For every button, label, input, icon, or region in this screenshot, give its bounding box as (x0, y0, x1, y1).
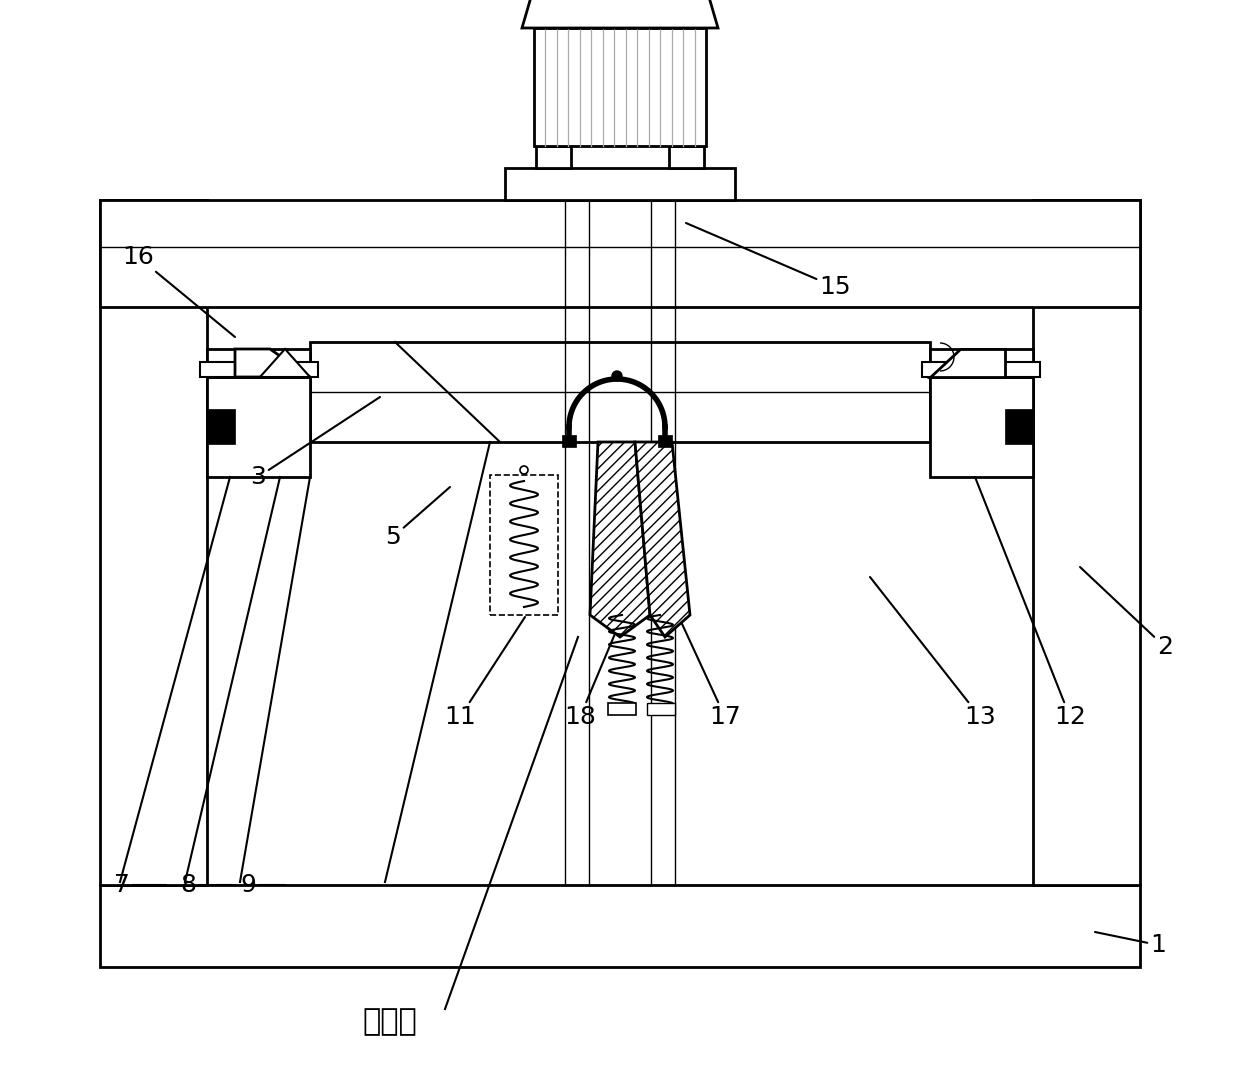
Bar (923, 362, 1040, 377)
Polygon shape (590, 442, 650, 637)
Bar (670, 146, 704, 168)
Bar (100, 200, 207, 885)
Polygon shape (522, 0, 718, 28)
Bar (647, 703, 675, 715)
Polygon shape (236, 349, 310, 377)
Bar (100, 885, 1140, 967)
Bar (200, 362, 317, 377)
Bar (207, 409, 236, 444)
Bar (930, 349, 1033, 377)
Bar (562, 435, 577, 447)
Text: 3: 3 (250, 397, 379, 489)
Bar (505, 168, 735, 200)
Bar (536, 146, 570, 168)
Text: 16: 16 (122, 244, 236, 337)
Bar (207, 377, 310, 477)
Bar (658, 435, 672, 447)
Text: 17: 17 (665, 587, 740, 729)
Circle shape (520, 466, 528, 474)
Bar (608, 703, 636, 715)
Text: 15: 15 (686, 223, 851, 299)
Text: 5: 5 (386, 487, 450, 549)
Polygon shape (930, 349, 1004, 377)
Text: 18: 18 (564, 617, 622, 729)
Text: 连接件: 连接件 (362, 1007, 418, 1036)
Text: 11: 11 (444, 617, 525, 729)
Polygon shape (260, 349, 310, 377)
Bar (930, 377, 1033, 477)
Circle shape (613, 370, 622, 381)
Bar (100, 200, 1140, 307)
Text: 1: 1 (1095, 932, 1166, 957)
Bar (534, 28, 706, 146)
Bar (490, 475, 558, 615)
Text: 9: 9 (241, 873, 285, 897)
Bar (310, 342, 930, 442)
Text: 2: 2 (1080, 567, 1173, 659)
Bar (1033, 200, 1140, 885)
Bar (207, 349, 310, 377)
Text: 7: 7 (114, 873, 166, 897)
Bar (1004, 409, 1033, 444)
Text: 8: 8 (180, 873, 236, 897)
Polygon shape (635, 442, 689, 637)
Text: 12: 12 (975, 477, 1086, 729)
Text: 13: 13 (870, 577, 996, 729)
